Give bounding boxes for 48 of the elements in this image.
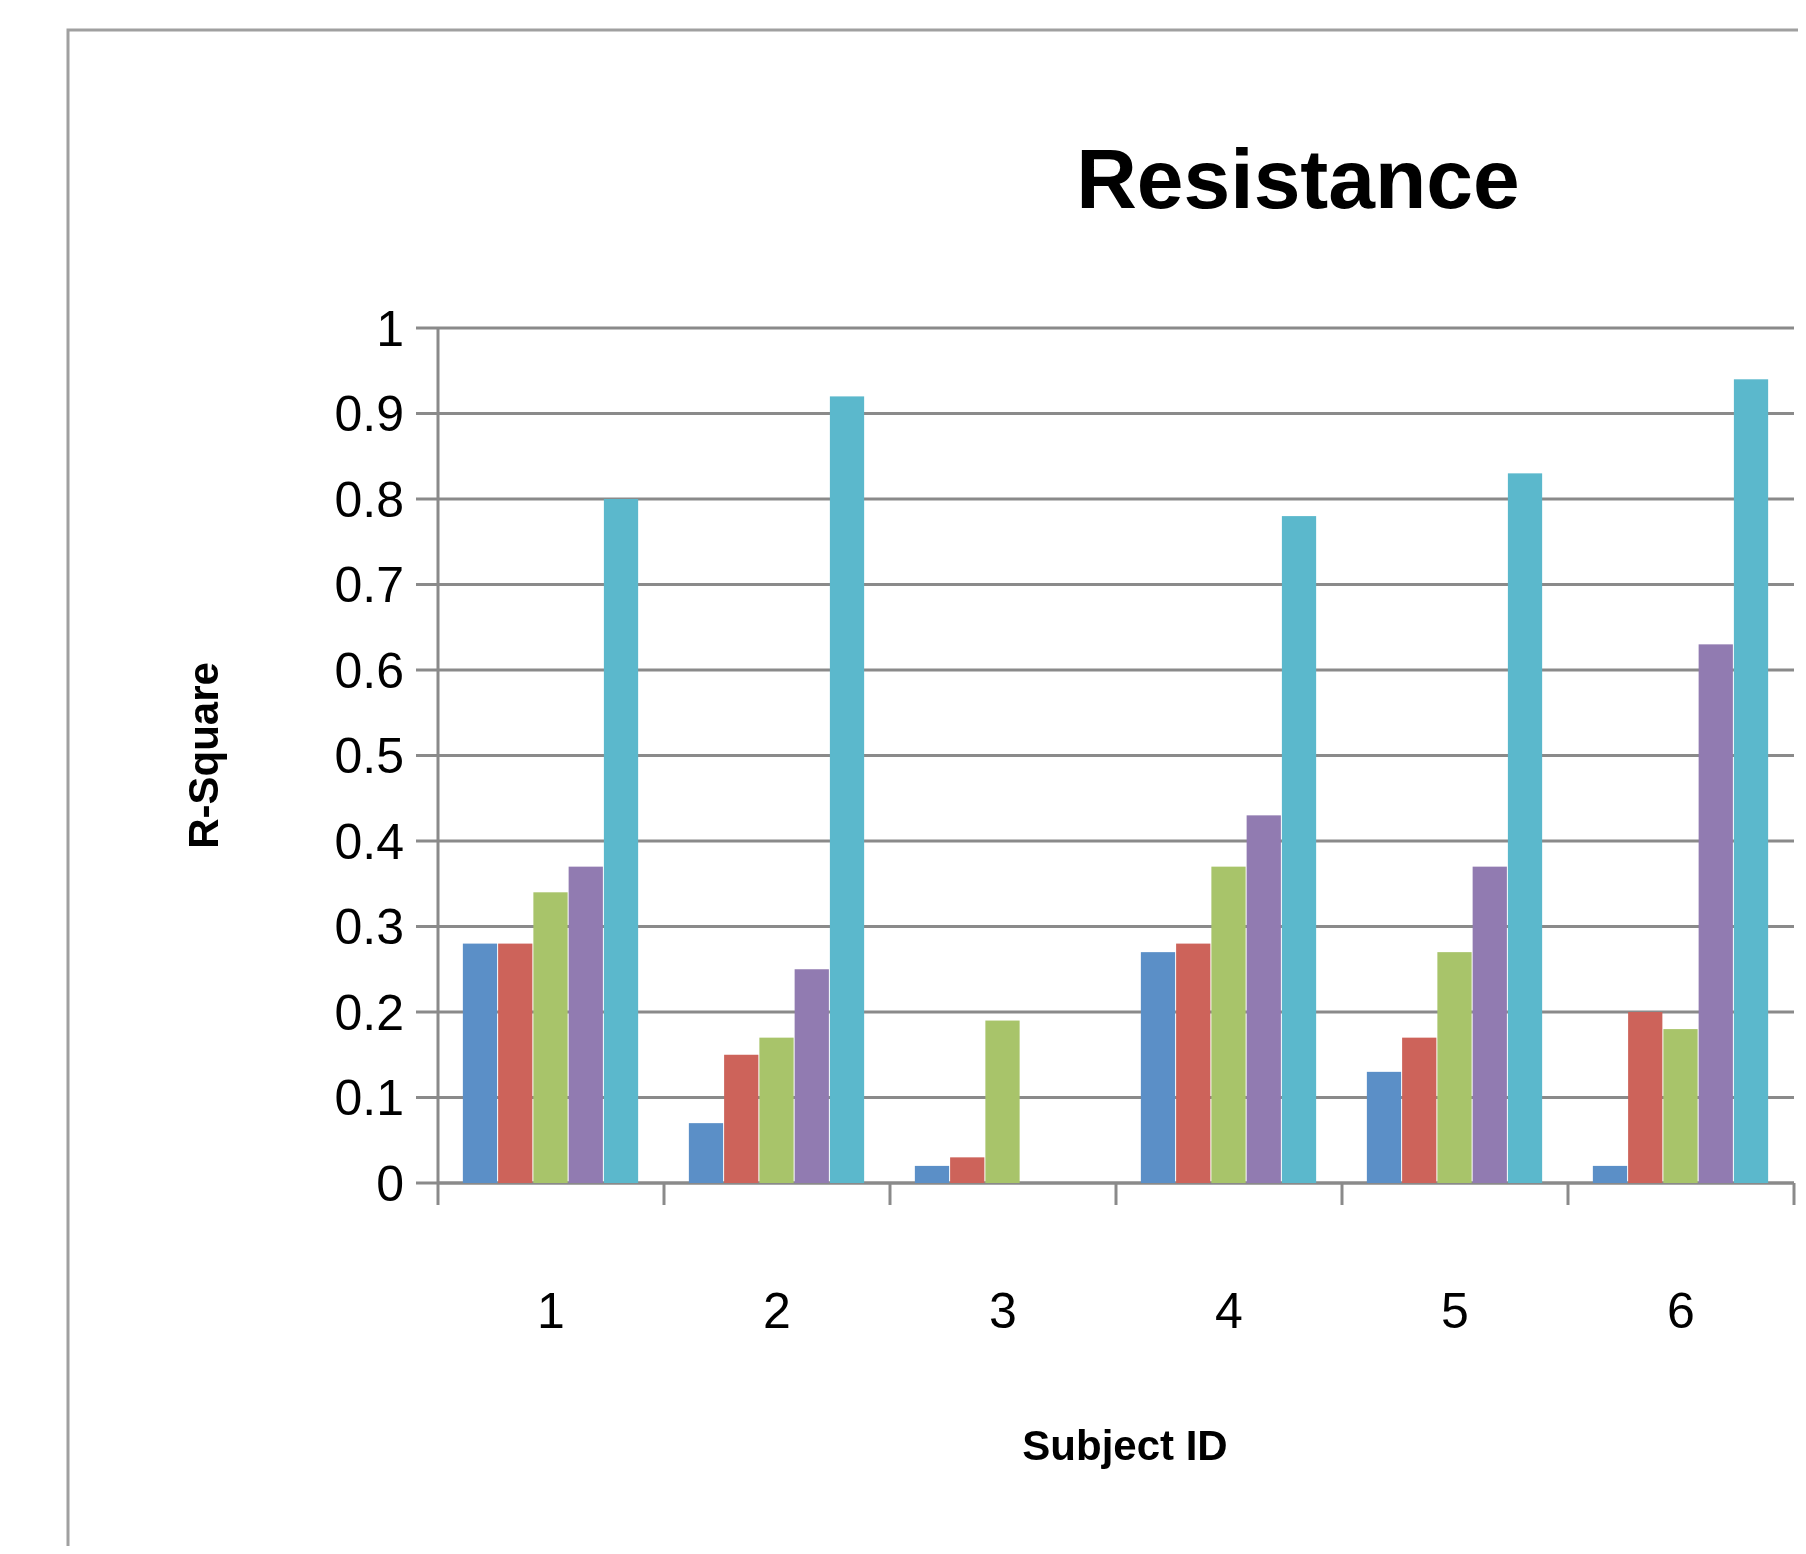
bar: [1246, 815, 1281, 1183]
bar: [1281, 516, 1317, 1183]
y-tick-label: 0.9: [334, 386, 404, 442]
bar: [794, 969, 829, 1183]
x-axis-title: Subject ID: [1022, 1422, 1228, 1469]
bar: [1507, 473, 1543, 1183]
y-tick-label: 1: [376, 300, 404, 357]
x-tick-label: 5: [1441, 1283, 1469, 1339]
bar: [1698, 644, 1733, 1183]
y-tick-label: 0.5: [334, 728, 404, 784]
x-tick-label: 1: [537, 1283, 565, 1339]
bar: [1437, 952, 1472, 1183]
bar: [1733, 379, 1769, 1183]
bar: [829, 396, 865, 1183]
bar: [1663, 1029, 1698, 1183]
y-axis-title: R-Square: [180, 662, 227, 849]
x-tick-label: 3: [989, 1283, 1017, 1339]
x-tick-label: 6: [1667, 1283, 1695, 1339]
y-tick-label: 0.3: [334, 899, 404, 955]
chart-title: Resistance: [1076, 132, 1520, 226]
bar: [533, 892, 568, 1183]
bar: [1628, 1012, 1663, 1183]
y-tick-label: 0.7: [334, 557, 404, 613]
bar: [985, 1020, 1020, 1183]
bar: [603, 499, 639, 1183]
bar: [759, 1037, 794, 1183]
bar: [1402, 1037, 1437, 1183]
y-tick-label: 0.4: [334, 813, 404, 870]
y-tick-label: 0.8: [334, 471, 404, 528]
bar: [498, 943, 533, 1183]
bar: [1592, 1165, 1628, 1183]
bar: [914, 1165, 950, 1183]
bar: [1140, 952, 1176, 1183]
y-tick-label: 0.2: [334, 984, 404, 1041]
x-tick-label: 4: [1215, 1283, 1243, 1339]
bar: [1472, 866, 1507, 1183]
y-tick-label: 0.1: [334, 1070, 404, 1126]
x-tick-label: 2: [763, 1283, 791, 1339]
bar: [1366, 1071, 1402, 1183]
y-tick-label: 0: [376, 1155, 404, 1212]
bar: [1176, 943, 1211, 1183]
bar: [724, 1054, 759, 1183]
bar: [568, 866, 603, 1183]
bar: [1211, 866, 1246, 1183]
bar: [950, 1157, 985, 1183]
bar: [688, 1123, 724, 1183]
y-tick-label: 0.6: [334, 642, 404, 699]
bar: [462, 943, 498, 1183]
